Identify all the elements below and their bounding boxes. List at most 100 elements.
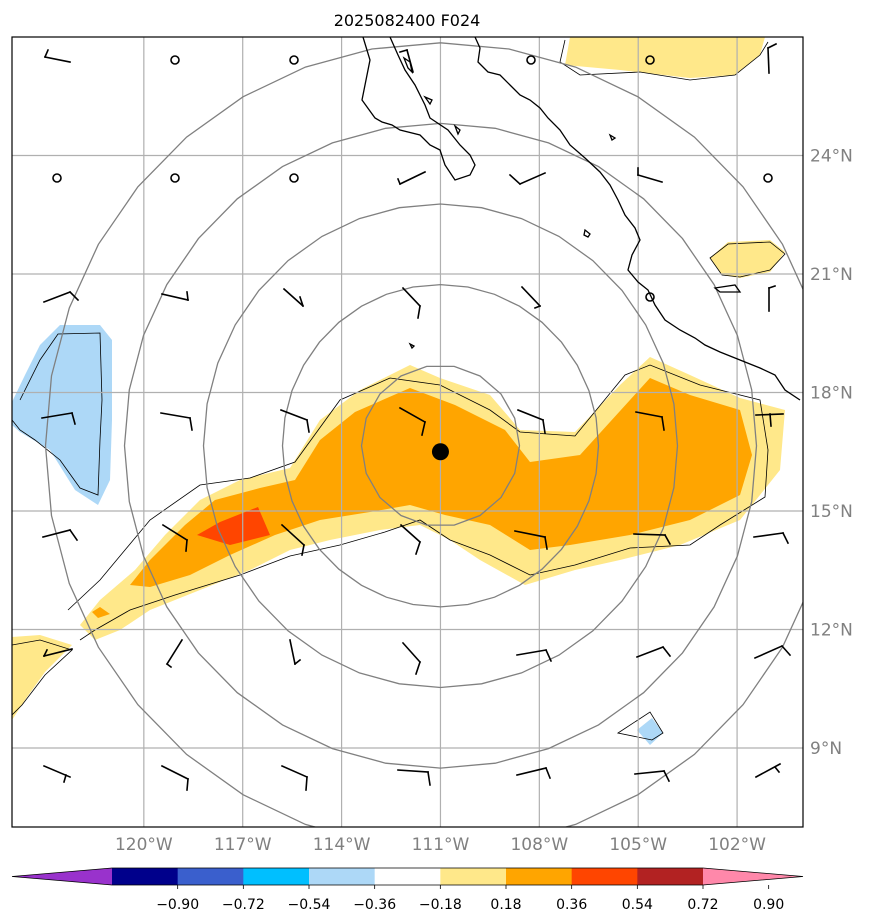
colorbar-segment [374,868,441,885]
wind-barb [766,42,778,74]
wind-barb [165,638,184,669]
range-ring [202,203,679,689]
wind-barb [279,408,310,433]
colorbar-label: 0.18 [490,897,521,913]
latitude-tick-label: 18°N [810,384,853,404]
wind-barb [755,413,784,427]
colorbar-label: −0.72 [222,897,265,913]
wind-barb [508,171,547,186]
colorbar-outline [11,867,804,886]
figure-title: 2025082400 F024 [334,11,481,30]
wind-barb [635,645,672,659]
positive-anomaly-north [565,37,765,78]
calm-circle [289,55,299,65]
longitude-tick-label: 111°W [412,835,470,855]
colorbar-segment [637,868,704,885]
wind-barb [43,48,71,63]
wind-barb [516,766,552,780]
colorbar-segment [243,868,310,885]
calm-circle [289,173,299,183]
range-ring [281,283,600,608]
colorbar-label: 0.72 [687,897,718,913]
wind-barb [634,769,671,783]
range-ring [360,365,521,526]
wind-barb [516,648,553,663]
wind-barb [42,290,80,304]
coastline [361,37,801,401]
wind-barb [516,408,546,434]
wind-barb [42,528,79,542]
latitude-tick-label: 24°N [810,147,853,167]
wind-barb [396,170,427,186]
longitude-tick-label: 120°W [115,835,173,855]
calm-circle [170,55,180,65]
map-panel [12,37,803,827]
wind-barb [767,284,777,312]
latitude-tick-label: 9°N [810,739,842,759]
wind-barb [633,533,672,546]
colorbar: −0.90 −0.72 −0.54 −0.36 −0.18 0.18 0.36 0.54 0.7… [11,867,804,913]
map-frame [11,36,804,828]
calm-circle [52,173,62,183]
latitude-tick-label: 12°N [810,621,853,641]
longitude-tick-label: 114°W [313,835,371,855]
wind-barb [397,769,431,786]
longitude-labels: 120°W 117°W 114°W 111°W 108°W 105°W 102°W [115,835,766,855]
positive-anomaly-small [92,607,110,618]
wind-barb [161,523,189,552]
wind-barb [282,287,305,308]
wind-barb [160,412,193,431]
wind-barb [753,644,792,660]
colorbar-label: −0.90 [156,897,199,913]
wind-barb [160,764,190,791]
longitude-tick-label: 102°W [708,835,766,855]
range-ring [123,122,758,769]
wind-barbs [41,42,792,791]
positive-anomaly-high [197,507,270,545]
colorbar-label: −0.54 [288,897,331,913]
colorbar-label: −0.36 [353,897,396,913]
colorbar-segment [309,868,376,885]
wind-barb [635,411,665,431]
wind-barb [289,639,302,666]
latitude-tick-label: 15°N [810,502,853,522]
range-ring [44,42,803,827]
wind-barb [42,648,73,658]
wind-barb [401,286,422,319]
colorbar-segment [177,868,244,885]
colorbar-label: −0.18 [419,897,462,913]
wind-barb [280,764,309,791]
wind-barb [637,167,663,183]
wind-barb [520,285,542,310]
calm-circle [170,173,180,183]
longitude-tick-label: 117°W [214,835,272,855]
colorbar-segment [440,868,507,885]
colorbar-label: 0.36 [556,897,587,913]
colorbar-segment [506,868,573,885]
calm-circle [645,292,655,302]
wind-barb [161,291,189,301]
colorbar-label: 0.54 [622,897,653,913]
colorbar-extend-low [12,868,112,885]
latitude-tick-label: 21°N [810,265,853,285]
negative-anomaly-southeast [637,718,663,745]
wind-barb [754,762,782,779]
storm-center-marker [431,443,449,461]
latitude-labels: 9°N 12°N 15°N 18°N 21°N 24°N [810,147,853,760]
wind-barb [753,531,790,545]
wind-barb [41,412,76,425]
wind-barb [280,523,306,556]
wind-barb [42,764,72,783]
positive-anomaly-east [710,240,785,278]
longitude-tick-label: 108°W [510,835,568,855]
wind-barb [398,406,427,436]
colorbar-segment [112,868,179,885]
calm-circle [526,55,536,65]
calm-circle [645,55,655,65]
colorbar-extend-high [703,868,803,885]
wind-barb [399,523,422,556]
wind-barb [399,49,414,73]
colorbar-label: 0.90 [753,897,784,913]
positive-anomaly-west [12,635,72,720]
